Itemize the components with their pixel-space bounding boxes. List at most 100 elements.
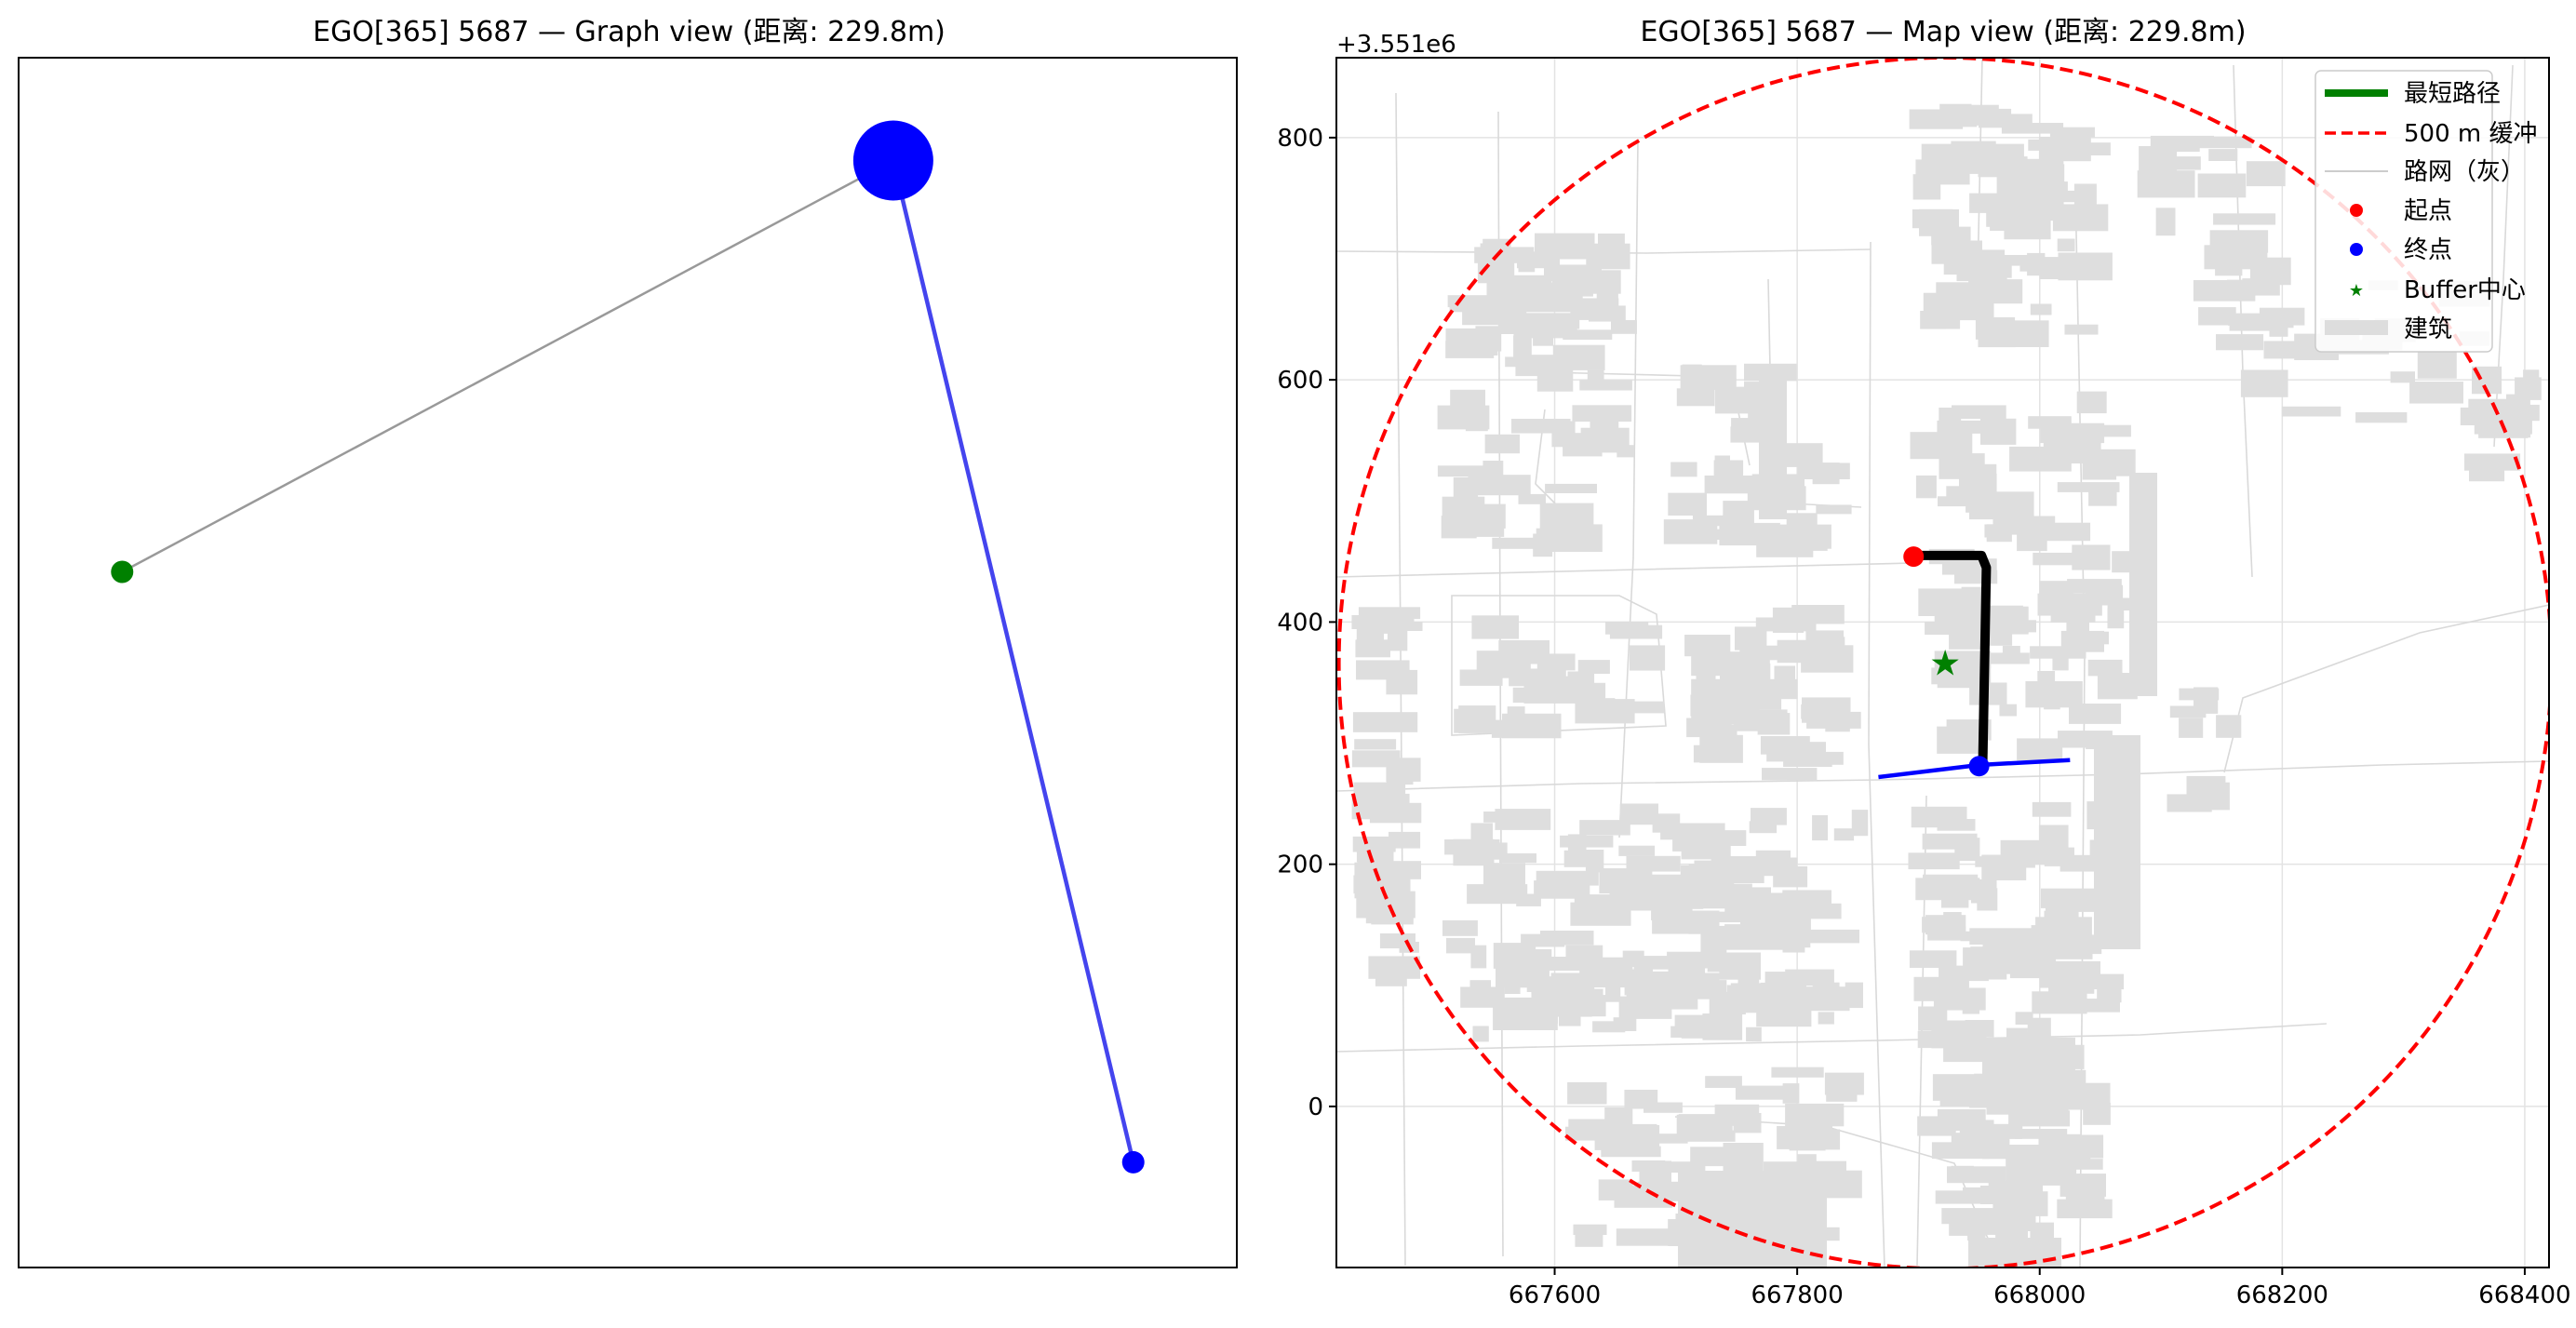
building — [1684, 635, 1731, 657]
building — [1353, 782, 1406, 804]
building — [1603, 701, 1665, 714]
y-tick-label: 600 — [1277, 367, 1323, 395]
building — [1372, 611, 1415, 629]
building — [1769, 524, 1831, 549]
building — [1996, 173, 2033, 195]
building — [1652, 813, 1681, 833]
building — [1818, 1012, 1834, 1025]
legend-route-label: 最短路径 — [2404, 80, 2501, 108]
building — [1652, 918, 1706, 934]
building — [2019, 208, 2037, 219]
building — [1499, 852, 1536, 864]
buildings-layer — [1351, 103, 2542, 1268]
origin-point — [1903, 546, 1925, 568]
building — [1644, 1161, 1706, 1174]
building — [2071, 983, 2095, 994]
building — [1536, 528, 1569, 544]
building — [1935, 1190, 1985, 1204]
building — [1613, 1017, 1637, 1031]
building — [2025, 681, 2083, 708]
building — [2030, 1222, 2054, 1241]
building — [1921, 143, 1972, 168]
building — [2179, 718, 2204, 738]
building — [1470, 823, 1493, 841]
building — [1454, 708, 1470, 733]
building — [1749, 821, 1778, 834]
x-tick-label: 668400 — [2478, 1281, 2570, 1309]
building — [1552, 344, 1605, 370]
building — [1992, 516, 2056, 535]
y-tick-label: 400 — [1277, 609, 1323, 637]
building — [2009, 446, 2072, 472]
building — [1459, 669, 1503, 686]
building — [1586, 243, 1630, 270]
y-tick-label: 200 — [1277, 852, 1323, 879]
building — [1956, 463, 1997, 476]
building — [2167, 794, 2212, 812]
building — [1670, 462, 1697, 477]
building — [1931, 226, 1971, 246]
building — [1941, 1208, 2005, 1225]
building — [2197, 173, 2247, 198]
building — [1724, 924, 1789, 950]
building — [1757, 713, 1791, 735]
building — [2355, 412, 2408, 423]
building — [1805, 630, 1845, 648]
building — [1474, 247, 1535, 263]
building — [1496, 967, 1529, 988]
y-tick-label: 0 — [1308, 1093, 1323, 1121]
map-view-title: EGO[365] 5687 — Map view (距离: 229.8m) — [1640, 16, 2246, 48]
building — [1999, 704, 2017, 717]
building — [1978, 156, 2028, 178]
building — [1707, 950, 1724, 973]
building — [1530, 957, 1586, 972]
building — [1359, 807, 1421, 817]
legend-buildings-swatch — [2325, 320, 2388, 335]
legend-buffer-center-label: Buffer中心 — [2404, 276, 2526, 304]
building — [2040, 423, 2105, 444]
building — [2001, 123, 2064, 134]
building — [1572, 277, 1593, 297]
building — [2076, 391, 2107, 414]
building — [1465, 418, 1488, 432]
graph-node — [852, 120, 933, 201]
building — [1352, 712, 1418, 732]
building — [2056, 190, 2081, 203]
building — [1688, 864, 1725, 890]
building — [1468, 475, 1531, 496]
shortest-route — [1910, 550, 1992, 770]
legend-roads-label: 路网（灰） — [2404, 158, 2525, 186]
building — [1618, 845, 1656, 856]
building — [1442, 919, 1478, 936]
x-tick-label: 667800 — [1751, 1281, 1844, 1309]
building — [1540, 931, 1594, 946]
legend-buffer-center-swatch: ★ — [2349, 281, 2364, 301]
destination-point — [1968, 756, 1990, 777]
building — [1651, 903, 1670, 920]
building — [2072, 544, 2111, 570]
building — [1564, 686, 1600, 703]
map-view-frame — [1335, 57, 2550, 1268]
building — [1686, 888, 1732, 909]
building — [2107, 608, 2125, 629]
building — [1691, 1151, 1728, 1167]
buffer-circle — [1336, 58, 2549, 1268]
building — [1771, 1066, 1824, 1078]
building — [1386, 669, 1418, 695]
building — [2017, 738, 2063, 761]
building — [1547, 995, 1606, 1017]
building — [1491, 719, 1518, 738]
building — [1567, 1081, 1607, 1105]
road-line — [2223, 604, 2549, 773]
building — [2139, 146, 2178, 173]
building — [1851, 810, 1869, 837]
building — [1733, 1113, 1762, 1133]
building — [2047, 1159, 2103, 1170]
building — [1678, 1171, 1827, 1268]
building — [2092, 973, 2125, 990]
building — [1812, 814, 1828, 841]
building — [1801, 645, 1854, 673]
building — [1492, 537, 1540, 549]
building — [2073, 142, 2111, 155]
building — [1355, 639, 1390, 658]
